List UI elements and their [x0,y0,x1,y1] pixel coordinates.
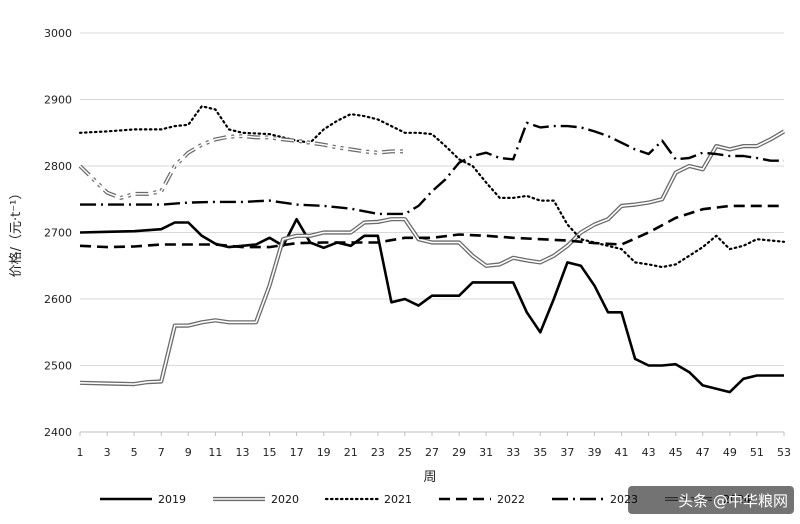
x-tick-label: 19 [317,446,331,459]
watermark-background [628,486,794,514]
y-axis-title: 价格/（元·t⁻¹） [8,187,24,278]
y-tick-label: 2500 [44,360,72,373]
legend-label: 2022 [497,493,525,506]
x-tick-label: 29 [452,446,466,459]
series-2021 [78,105,786,269]
y-tick-label: 3000 [44,27,72,40]
x-tick-label: 25 [398,446,412,459]
x-tick-label: 1 [77,446,84,459]
x-tick-label: 35 [533,446,547,459]
series-line-inner-2020 [79,130,785,385]
legend-item-2022: 2022 [439,493,525,506]
x-tick-label: 43 [642,446,656,459]
x-tick-label: 5 [131,446,138,459]
legend: 201920202021202220232024 [100,493,751,506]
series-line-inner-2024 [79,135,405,199]
series-2020 [79,129,786,387]
x-tick-label: 17 [290,446,304,459]
series-line-2023 [80,121,784,216]
x-tick-label: 45 [669,446,683,459]
watermark-text: 头条 @中华粮网 [678,492,788,510]
legend-item-2020: 2020 [213,493,299,506]
x-tick-label: 13 [235,446,249,459]
x-tick-label: 9 [185,446,192,459]
y-tick-label: 2400 [44,426,72,439]
y-tick-label: 2900 [44,94,72,107]
y-tick-label: 2700 [44,227,72,240]
legend-label: 2021 [384,493,412,506]
series-2023 [80,121,784,216]
x-tick-label: 49 [723,446,737,459]
legend-item-2021: 2021 [324,493,412,506]
legend-label: 2020 [271,493,299,506]
series-2024 [78,134,405,200]
x-tick-label: 33 [506,446,520,459]
x-tick-label: 37 [560,446,574,459]
x-tick-label: 47 [696,446,710,459]
series-lines [78,105,786,394]
x-tick-label: 11 [208,446,222,459]
x-tick-label: 27 [425,446,439,459]
series-line-2024 [78,134,405,200]
watermark: 头条 @中华粮网 [628,486,794,514]
x-tick-label: 23 [371,446,385,459]
series-line-2020 [79,129,786,387]
x-tick-label: 7 [158,446,165,459]
legend-label: 2019 [158,493,186,506]
y-tick-label: 2800 [44,160,72,173]
x-tick-label: 53 [777,446,791,459]
x-tick-label: 39 [587,446,601,459]
x-tick-label: 41 [615,446,629,459]
series-2019 [79,217,784,394]
x-tick-label: 3 [104,446,111,459]
legend-item-2019: 2019 [100,493,186,506]
series-line-2019 [79,217,784,394]
gridlines [80,32,784,433]
series-line-2021 [78,105,786,269]
y-tick-label: 2600 [44,293,72,306]
x-axis-title: 周 [423,470,436,485]
x-tick-label: 15 [263,446,277,459]
legend-item-2023: 2023 [552,493,638,506]
x-tick-label: 31 [479,446,493,459]
x-tick-label: 51 [750,446,764,459]
x-tick-label: 21 [344,446,358,459]
